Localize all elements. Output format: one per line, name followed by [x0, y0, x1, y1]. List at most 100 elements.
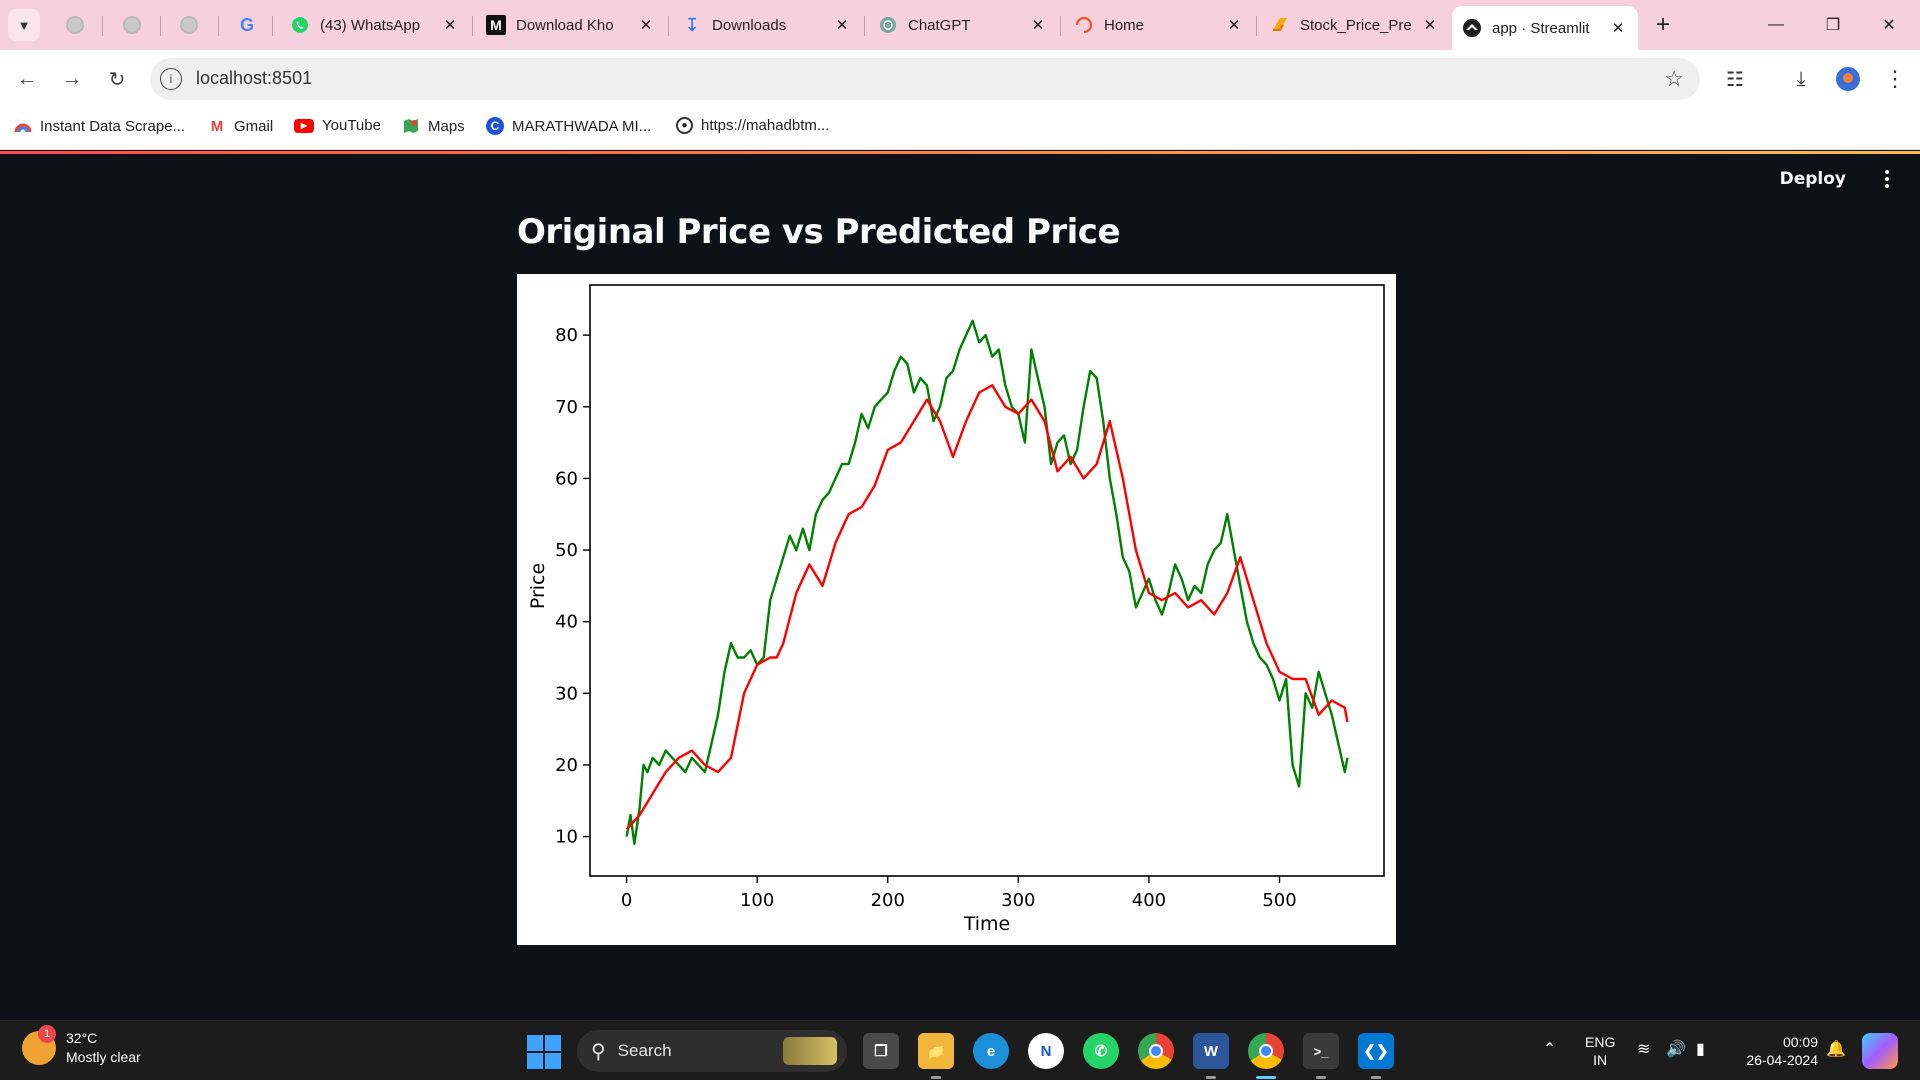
search-icon: ⚲	[591, 1040, 606, 1063]
downloads-button[interactable]: ⤓	[1786, 64, 1816, 94]
tab-download-kho[interactable]: M Download Kho ✕	[476, 6, 666, 44]
bookmark-gmail[interactable]: M Gmail	[208, 117, 273, 135]
edge-icon[interactable]: e	[973, 1033, 1009, 1069]
notification-bell-icon[interactable]: 🔔	[1826, 1041, 1846, 1058]
globe-icon	[66, 16, 84, 34]
globe-icon: ●	[676, 117, 693, 134]
tab-downloads[interactable]: ↧ Downloads ✕	[672, 6, 862, 44]
pinned-tab-2[interactable]	[120, 13, 144, 37]
close-icon[interactable]: ✕	[1423, 17, 1437, 34]
y-axis: 10 20 30 40 50 60 70 80	[555, 325, 590, 848]
avatar-dot-icon	[1843, 73, 1853, 83]
language-indicator[interactable]: ENG IN	[1585, 1033, 1615, 1069]
volume-icon[interactable]: 🔊	[1666, 1041, 1686, 1058]
y-tick-label: 30	[555, 683, 578, 704]
close-icon[interactable]: ✕	[1031, 17, 1045, 34]
bookmark-label: YouTube	[322, 117, 381, 134]
bookmark-label: https://mahadbtm...	[701, 117, 830, 134]
battery-icon[interactable]: ▮	[1696, 1041, 1705, 1058]
medium-icon: M	[486, 15, 506, 35]
language-code: ENG	[1585, 1034, 1616, 1050]
tab-home[interactable]: Home ✕	[1064, 6, 1254, 44]
chevron-down-icon: ▼	[17, 17, 31, 33]
back-button[interactable]: ←	[12, 64, 42, 94]
tab-chatgpt[interactable]: ChatGPT ✕	[868, 6, 1058, 44]
forward-button[interactable]: →	[57, 64, 87, 94]
wifi-icon[interactable]: ≋	[1637, 1041, 1651, 1058]
pinned-tab-google[interactable]: G	[235, 13, 259, 37]
bookmark-marathwada[interactable]: C MARATHWADA MI...	[486, 117, 651, 135]
tab-title: app · Streamlit	[1492, 19, 1590, 37]
close-icon[interactable]: ✕	[639, 17, 653, 34]
y-tick-label: 20	[555, 755, 578, 776]
tab-whatsapp[interactable]: (43) WhatsApp ✕	[280, 6, 470, 44]
browser-menu-button[interactable]: ⋮	[1880, 64, 1910, 94]
task-view-icon[interactable]: ❐	[863, 1033, 899, 1069]
url-text[interactable]: localhost:8501	[196, 68, 313, 88]
close-window-button[interactable]: ✕	[1866, 10, 1912, 40]
whatsapp-icon[interactable]: ✆	[1083, 1033, 1119, 1069]
reload-button[interactable]: ↻	[102, 64, 132, 94]
bookmarks-bar: Instant Data Scrape... M Gmail ▶ YouTube…	[0, 108, 1920, 150]
close-icon[interactable]: ✕	[1227, 17, 1241, 34]
app-n-icon[interactable]: N	[1028, 1033, 1064, 1069]
deploy-button[interactable]: Deploy	[1779, 169, 1846, 189]
bookmark-label: Gmail	[234, 117, 274, 135]
weather-widget[interactable]: 1 32°C Mostly clear	[22, 1025, 141, 1067]
tab-title: ChatGPT	[908, 16, 971, 34]
file-explorer-icon[interactable]: 📁	[918, 1033, 954, 1079]
tab-separator	[102, 16, 103, 36]
app-menu-button[interactable]	[1876, 164, 1898, 194]
start-button[interactable]	[527, 1035, 561, 1069]
site-info-icon[interactable]: i	[160, 68, 182, 90]
minimize-button[interactable]: —	[1753, 10, 1799, 40]
new-tab-button[interactable]: +	[1640, 10, 1686, 40]
close-icon[interactable]: ✕	[835, 17, 849, 34]
tab-separator	[668, 16, 669, 36]
taskbar-search[interactable]: ⚲ Search	[577, 1030, 847, 1072]
tab-search-button[interactable]: ▼	[8, 9, 40, 41]
arrow-left-icon: ←	[17, 67, 37, 90]
word-icon[interactable]: W	[1193, 1033, 1229, 1079]
tab-separator	[1060, 16, 1061, 36]
chrome-profile-icon[interactable]	[1248, 1033, 1284, 1079]
colab-icon	[1270, 15, 1290, 35]
c-logo-icon: C	[486, 117, 504, 135]
weather-moon-icon: 1	[22, 1025, 56, 1065]
chrome-icon[interactable]	[1138, 1033, 1174, 1069]
tab-separator	[1256, 16, 1257, 36]
show-hidden-icons-chevron-icon[interactable]: ⌃	[1543, 1041, 1557, 1058]
y-tick-label: 50	[555, 540, 578, 561]
pinned-tab-3[interactable]	[177, 13, 201, 37]
system-clock[interactable]: 00:09 26-04-2024	[1732, 1033, 1818, 1069]
bookmark-instant-data-scraper[interactable]: Instant Data Scrape...	[14, 117, 185, 135]
bookmark-star-icon[interactable]: ☆	[1664, 66, 1684, 91]
x-tick-label: 100	[740, 890, 774, 911]
close-icon[interactable]: ✕	[1611, 20, 1625, 37]
weather-condition: Mostly clear	[66, 1049, 141, 1065]
pinned-tab-1[interactable]	[63, 13, 87, 37]
y-tick-label: 40	[555, 612, 578, 633]
bookmark-label: Instant Data Scrape...	[40, 117, 186, 135]
menu-dot-icon	[1885, 170, 1889, 174]
copilot-icon[interactable]	[1862, 1033, 1898, 1069]
y-tick-label: 80	[555, 325, 578, 346]
predicted-price-line	[625, 384, 1349, 831]
globe-icon	[123, 16, 141, 34]
close-icon[interactable]: ✕	[443, 17, 457, 34]
address-bar[interactable]: i localhost:8501 ☆	[150, 58, 1700, 100]
vscode-icon[interactable]: ❮❯	[1358, 1033, 1394, 1079]
terminal-icon[interactable]: >_	[1303, 1033, 1339, 1079]
bookmark-mahadbt[interactable]: ● https://mahadbtm...	[676, 117, 829, 134]
tab-streamlit-active[interactable]: app · Streamlit ✕	[1452, 6, 1638, 50]
extensions-button[interactable]: ☷	[1720, 64, 1750, 94]
restore-button[interactable]: ❐	[1810, 10, 1856, 40]
tab-stock-price[interactable]: Stock_Price_Pre ✕	[1260, 6, 1450, 44]
weather-temperature: 32°C	[66, 1030, 98, 1046]
youtube-icon: ▶	[294, 118, 314, 133]
bookmark-maps[interactable]: Maps	[402, 117, 465, 135]
profile-button[interactable]	[1833, 64, 1863, 94]
tab-separator	[160, 16, 161, 36]
bookmark-youtube[interactable]: ▶ YouTube	[294, 117, 381, 134]
minimize-icon: —	[1768, 16, 1784, 33]
